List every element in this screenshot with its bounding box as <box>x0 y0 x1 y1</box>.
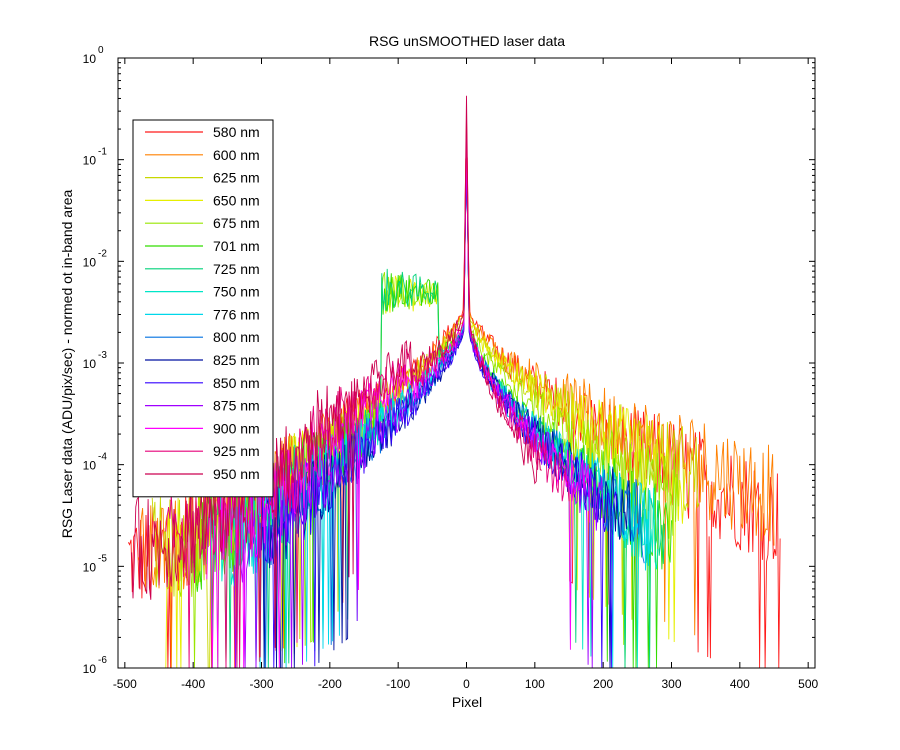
x-axis-label: Pixel <box>452 694 482 710</box>
y-tick-exponent: -1 <box>98 147 107 158</box>
x-tick-label: -200 <box>318 677 342 691</box>
y-tick-exponent: -5 <box>98 553 107 564</box>
x-tick-label: 100 <box>525 677 545 691</box>
legend-label: 625 nm <box>213 170 260 186</box>
y-tick-label: 10 <box>83 459 97 473</box>
series-line <box>165 130 570 668</box>
legend-label: 776 nm <box>213 306 260 322</box>
y-tick-label: 10 <box>83 357 97 371</box>
legend-label: 825 nm <box>213 352 260 368</box>
series-line <box>131 95 542 658</box>
legend-label: 950 nm <box>213 466 260 482</box>
legend-label: 600 nm <box>213 147 260 163</box>
x-axis: -500 -400 -300 -200 -100 0 100 200 300 400 500 <box>113 58 818 691</box>
y-tick-label: 10 <box>83 154 97 168</box>
x-tick-label: 300 <box>661 677 681 691</box>
x-tick-label: -400 <box>181 677 205 691</box>
y-tick-exponent: -4 <box>98 452 107 463</box>
legend: 580 nm 600 nm 625 nm 650 nm 675 nm 701 nm 725 … <box>132 119 274 498</box>
legend-label: 650 nm <box>213 192 260 208</box>
x-tick-label: -100 <box>386 677 410 691</box>
y-axis-label: RSG Laser data (ADU/pix/sec) - normed ot… <box>59 189 75 538</box>
x-tick-label: 0 <box>463 677 470 691</box>
legend-label: 800 nm <box>213 329 260 345</box>
legend-box <box>132 119 274 498</box>
y-tick-exponent: 0 <box>98 45 104 56</box>
legend-label: 925 nm <box>213 443 260 459</box>
y-tick-exponent: -6 <box>98 655 107 666</box>
x-tick-label: 400 <box>730 677 750 691</box>
legend-label: 701 nm <box>213 238 260 254</box>
y-tick-label: 10 <box>83 255 97 269</box>
x-tick-label: -300 <box>249 677 273 691</box>
x-tick-label: 200 <box>593 677 613 691</box>
y-tick-exponent: -2 <box>98 248 107 259</box>
legend-label: 850 nm <box>213 375 260 391</box>
y-tick-exponent: -3 <box>98 350 107 361</box>
legend-label: 675 nm <box>213 215 260 231</box>
y-tick-label: 10 <box>83 662 97 676</box>
legend-label: 580 nm <box>213 124 260 140</box>
y-tick-label: 10 <box>83 52 97 66</box>
legend-label: 750 nm <box>213 284 260 300</box>
series-line <box>206 143 590 668</box>
legend-label: 725 nm <box>213 261 260 277</box>
series-layer <box>127 95 781 668</box>
legend-label: 900 nm <box>213 420 260 436</box>
series-line <box>261 157 631 668</box>
legend-label: 875 nm <box>213 398 260 414</box>
x-tick-label: -500 <box>113 677 137 691</box>
y-tick-label: 10 <box>83 560 97 574</box>
chart-title: RSG unSMOOTHED laser data <box>369 33 565 49</box>
x-tick-label: 500 <box>798 677 818 691</box>
